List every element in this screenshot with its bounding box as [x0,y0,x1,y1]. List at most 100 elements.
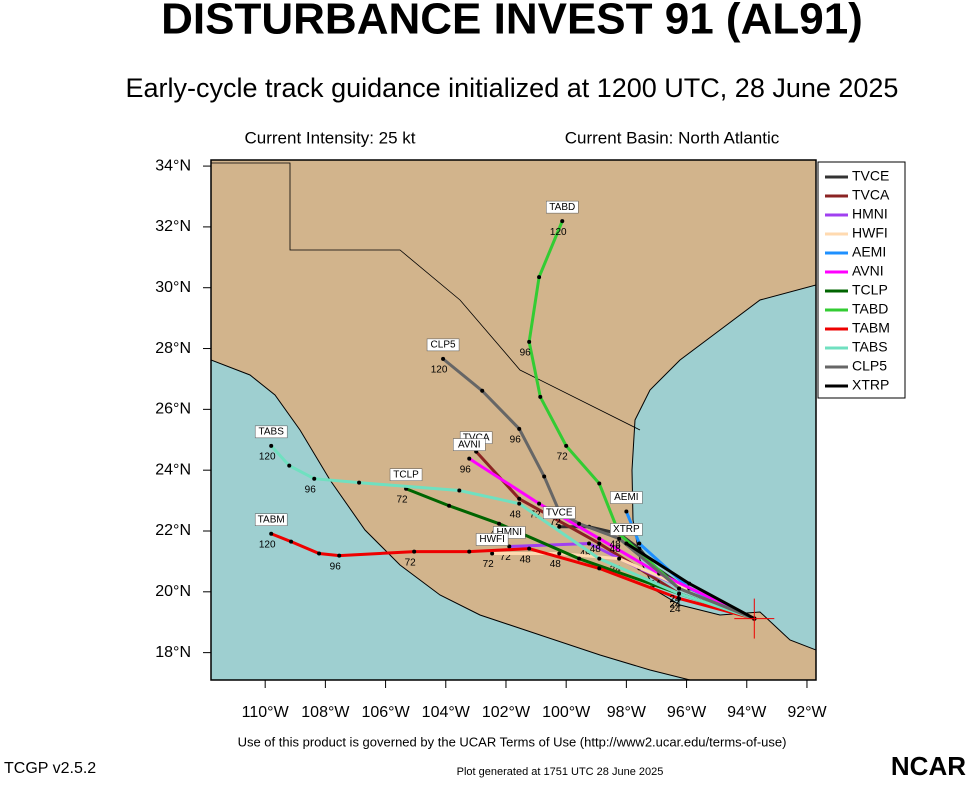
track-name: TABD [549,202,575,213]
tau-label: 120 [259,451,276,462]
x-tick-label: 106°W [361,704,410,721]
tau-label: 120 [259,539,276,550]
track-point [517,501,522,506]
tau-label: 24 [669,594,681,605]
track-point [564,443,569,448]
track-name: TCLP [393,469,419,480]
basemap [211,160,816,680]
track-point [357,480,362,485]
tau-label: 96 [460,464,472,475]
y-tick-label: 22°N [155,522,191,539]
track-point [560,219,565,224]
y-tick-label: 30°N [155,279,191,296]
track-point [480,388,485,393]
track-point [538,394,543,399]
legend-label: TCLP [852,282,888,298]
track-name-box [426,338,460,352]
track-point [447,503,452,508]
track-name-box [453,438,486,451]
track-name-box [254,513,288,526]
track-point [537,501,542,506]
y-tick-label: 20°N [155,583,191,600]
track-name: TVCE [546,507,573,518]
tau-label: 48 [550,559,562,570]
x-tick-label: 100°W [542,704,591,721]
tau-label: 48 [520,554,532,565]
track-point [597,481,602,486]
track-point [597,541,602,546]
legend-label: CLP5 [852,358,887,374]
track-name: XTRP [613,524,640,535]
legend-label: HMNI [852,206,888,222]
legend-label: HWFI [852,225,888,241]
track [492,551,755,620]
track-name: HMNI [497,527,523,538]
legend-label: TABS [852,339,888,355]
track-point [287,463,292,468]
version: TCGP v2.5.2 [4,760,96,777]
legend: TVCE TVCA HMNI HWFI AEMI AVNI TCLP TABD TABM TABS… [817,161,906,399]
track-name-box [254,425,288,439]
track-point [412,549,417,554]
track-point [441,356,446,361]
tau-label: 96 [520,347,532,358]
track-point [617,556,622,561]
tau-label: 48 [610,539,622,550]
tracks: 4872244872244872962448722448729612024487… [259,219,757,621]
tau-label: 48 [610,544,622,555]
track-point [497,521,502,526]
x-tick-label: 94°W [727,704,767,721]
legend-label: TABM [852,320,890,336]
tau-label: 96 [330,561,342,572]
track-point [337,553,342,558]
tau-label: 96 [510,434,522,445]
x-tick-label: 92°W [787,704,827,721]
tau-label: 120 [431,365,448,376]
x-tick-label: 110°W [242,704,290,721]
tau-label: 72 [550,517,562,528]
y-tick-label: 26°N [155,401,191,418]
y-tick-label: 28°N [155,340,191,357]
track-point [617,536,622,541]
track-point [577,521,582,526]
track-name: AEMI [614,492,638,503]
y-tick-label: 24°N [155,461,191,478]
tau-label: 72 [405,557,417,568]
track-point [677,591,682,596]
track-point [687,581,692,586]
title: DISTURBANCE INVEST 91 (AL91) [161,0,863,44]
tau-label: 96 [305,484,317,495]
tau-label: 24 [669,599,681,610]
y-tick-label: 18°N [155,644,191,661]
track-name-box [543,506,576,519]
tau-label: 72 [557,451,569,462]
tau-label: 24 [669,604,681,615]
legend-label: TVCE [852,168,889,184]
track-point [517,496,522,501]
x-tick-label: 96°W [667,704,707,721]
tau-label: 48 [510,509,522,520]
track-name: TABS [259,426,285,437]
tau-label: 72 [483,559,495,570]
track-point [637,541,642,546]
x-tick-label: 102°W [482,704,531,721]
track-point [537,275,542,280]
track-point [597,556,602,561]
track-point [557,551,562,556]
logo: NCAR [891,751,966,780]
legend-label: AVNI [852,263,884,279]
track-point [527,546,532,551]
legend-label: TABD [852,301,888,317]
tau-label: 120 [550,227,567,238]
track-name: CLP5 [431,340,456,351]
tau-label: 24 [669,594,681,605]
intensity: Current Intensity: 25 kt [244,128,415,147]
track-point [597,566,602,571]
track-point [289,539,294,544]
map-frame [210,159,817,681]
legend-label: AEMI [852,244,886,260]
track-name: TVCA [463,432,490,443]
track-point [677,596,682,601]
track-point [677,586,682,591]
